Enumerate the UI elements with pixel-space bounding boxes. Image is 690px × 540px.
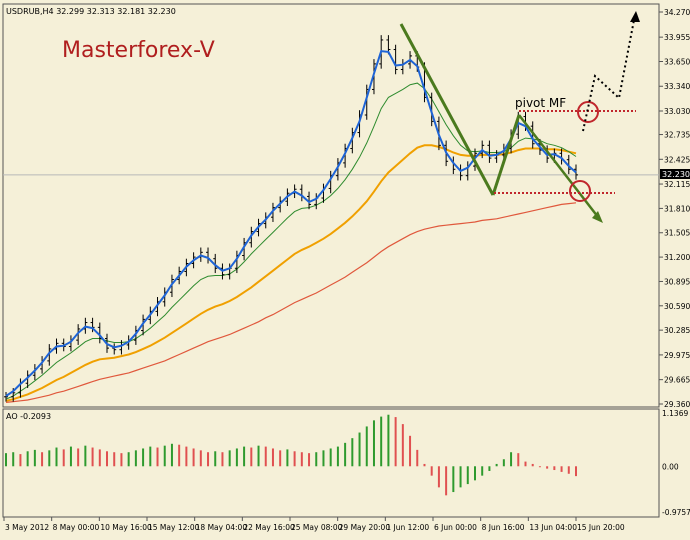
time-tick-label: 15 May 12:00 [148, 523, 200, 532]
price-tick-label: 30.285 [664, 326, 690, 335]
price-tick-label: 31.810 [664, 204, 690, 213]
ao-tick-label: -0.9757 [662, 508, 690, 517]
price-tick-label: 30.895 [664, 277, 690, 286]
price-tick-label: 33.955 [664, 33, 690, 42]
price-bar[interactable] [4, 392, 8, 402]
price-bar[interactable] [487, 140, 492, 163]
price-bar[interactable] [530, 121, 535, 149]
price-tick-label: 33.030 [664, 107, 690, 116]
forecast-arrow-head-icon [630, 11, 640, 22]
price-tick-label: 29.975 [664, 351, 690, 360]
price-tick-label: 32.735 [664, 131, 690, 140]
ao-tick-label: 1.1369 [662, 409, 688, 418]
trend-line-up[interactable] [491, 114, 521, 196]
pivot-label: pivot MF [515, 96, 566, 110]
price-bar[interactable] [393, 44, 398, 75]
time-tick-label: 25 May 08:00 [291, 523, 343, 532]
time-tick-label: 3 May 2012 [5, 523, 49, 532]
watermark-text: Masterforex-V [62, 38, 215, 63]
price-tick-label: 32.425 [664, 155, 690, 164]
current-price-label: 32.230 [662, 170, 690, 179]
price-tick-label: 34.270 [664, 8, 690, 17]
price-chart-frame[interactable] [2, 3, 660, 408]
current-price-marker [660, 169, 690, 179]
price-bar[interactable] [213, 253, 218, 274]
time-tick-label: 6 Jun 00:00 [434, 523, 477, 532]
price-tick-label: 31.505 [664, 229, 690, 238]
pivot-lower-circle-icon [569, 180, 591, 202]
ao-indicator-label: AO -0.2093 [6, 412, 51, 421]
ema-fast-line[interactable] [5, 50, 577, 397]
price-tick-label: 29.360 [664, 400, 690, 409]
time-tick-label: 8 Jun 16:00 [482, 523, 525, 532]
trend-arrow-head-icon [592, 211, 603, 223]
ema-long-line[interactable] [5, 202, 577, 403]
price-tick-label: 33.650 [664, 57, 690, 66]
time-tick-label: 29 May 20:00 [339, 523, 391, 532]
symbol-info-label: USDRUB,H4 32.299 32.313 32.181 32.230 [6, 7, 176, 16]
time-tick-label: 8 May 00:00 [53, 523, 100, 532]
trend-line-down[interactable] [399, 23, 495, 196]
time-tick-label: 13 Jun 04:00 [529, 523, 577, 532]
price-bar[interactable] [47, 344, 52, 366]
price-tick-label: 31.200 [664, 253, 690, 262]
price-tick-label: 33.340 [664, 82, 690, 91]
ema-slow-line[interactable] [5, 144, 577, 402]
price-bar[interactable] [76, 324, 81, 345]
price-tick-label: 32.115 [664, 180, 690, 189]
time-tick-label: 1 Jun 12:00 [386, 523, 429, 532]
price-bar[interactable] [307, 191, 312, 210]
price-tick-label: 29.665 [664, 376, 690, 385]
time-tick-label: 10 May 16:00 [100, 523, 152, 532]
price-tick-label: 30.590 [664, 302, 690, 311]
ao-tick-label: 0.00 [662, 462, 679, 471]
time-tick-label: 15 Jun 20:00 [577, 523, 625, 532]
time-tick-label: 22 May 16:00 [243, 523, 295, 532]
time-tick-label: 18 May 04:00 [196, 523, 248, 532]
price-bar[interactable] [566, 154, 571, 175]
pivot-upper-circle-icon [577, 101, 599, 123]
